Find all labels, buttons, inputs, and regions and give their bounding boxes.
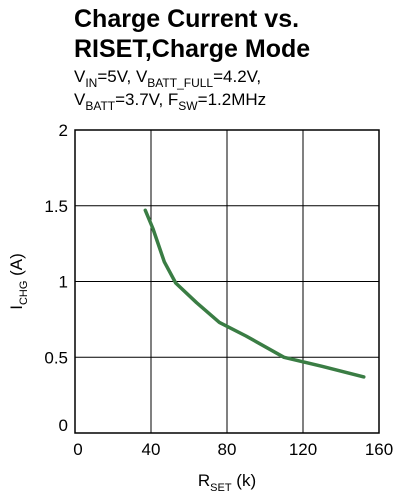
subtitle-line1-part-2: =5V, V: [97, 67, 148, 86]
subtitle-line2-part-2: =3.7V, F: [115, 90, 179, 109]
y-axis-label: ICHG (A): [7, 253, 30, 310]
subtitle-line1-part-3: BATT_FULL: [147, 76, 214, 90]
x-tick-label: 40: [142, 440, 161, 459]
subtitle-line1-part-1: IN: [85, 76, 98, 90]
subtitle-line2-part-3: SW: [178, 99, 198, 113]
chart-title-line1: Charge Current vs.: [74, 5, 300, 33]
x-tick-label: 0: [73, 440, 82, 459]
chart-subtitle: VIN=5V, VBATT_FULL=4.2V, VBATT=3.7V, FSW…: [74, 66, 393, 113]
chart-subtitle-line1: VIN=5V, VBATT_FULL=4.2V,: [74, 66, 393, 90]
subtitle-line1-part-0: V: [74, 67, 86, 86]
subtitle-line2-part-0: V: [74, 90, 86, 109]
tick-labels: 0 40 80 120 160 0 0.5 1 1.5 2: [44, 121, 393, 459]
subtitle-line1-part-4: =4.2V,: [213, 67, 262, 86]
chart-title-line2: RISET,Charge Mode: [74, 35, 311, 63]
chart-subtitle-line2: VBATT=3.7V, FSW=1.2MHz: [74, 89, 393, 113]
y-tick-label: 1.5: [44, 197, 68, 216]
x-tick-label: 120: [289, 440, 317, 459]
y-tick-label: 1: [59, 273, 68, 292]
plot-frame: [74, 129, 380, 434]
grid: [75, 130, 379, 433]
subtitle-line2-part-4: =1.2MHz: [197, 90, 267, 109]
y-tick-label: 2: [59, 121, 68, 140]
series-line-0: [143, 208, 366, 379]
series-layer: [143, 208, 366, 379]
subtitle-line2-part-1: BATT: [85, 99, 116, 113]
x-tick-label: 160: [365, 440, 393, 459]
chart-title: Charge Current vs. RISET,Charge Mode: [74, 4, 393, 64]
y-tick-label: 0.5: [44, 348, 68, 367]
y-tick-label: 0: [59, 416, 68, 435]
x-tick-label: 80: [218, 440, 237, 459]
x-axis-label: RSET (k): [198, 471, 256, 494]
